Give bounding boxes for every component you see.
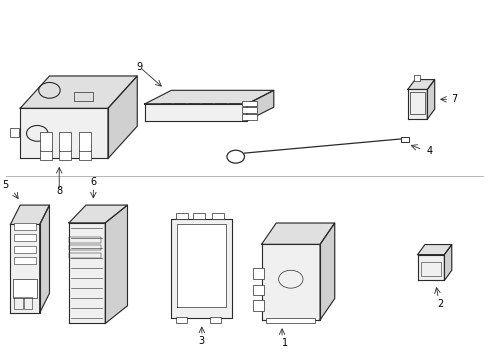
Polygon shape — [69, 223, 105, 323]
Polygon shape — [407, 89, 427, 119]
Bar — [10, 128, 19, 137]
Bar — [14, 257, 36, 264]
Polygon shape — [108, 76, 137, 158]
Polygon shape — [69, 205, 127, 223]
Bar — [23, 297, 32, 309]
Bar — [14, 297, 23, 309]
Bar — [252, 268, 263, 279]
Text: 4: 4 — [426, 146, 432, 156]
Bar — [79, 149, 91, 160]
Bar — [40, 132, 52, 151]
Bar — [69, 245, 101, 251]
Polygon shape — [407, 80, 434, 89]
Bar — [14, 246, 36, 253]
Bar — [413, 75, 419, 81]
Polygon shape — [105, 205, 127, 323]
Text: 3: 3 — [198, 336, 204, 346]
Polygon shape — [40, 205, 49, 313]
Bar — [242, 107, 256, 113]
Bar — [210, 317, 221, 323]
Bar — [176, 213, 188, 220]
Bar — [13, 279, 37, 298]
Polygon shape — [10, 225, 40, 313]
Polygon shape — [417, 255, 444, 280]
Bar — [252, 285, 263, 296]
Polygon shape — [20, 108, 108, 158]
Polygon shape — [417, 244, 451, 255]
Bar — [69, 253, 101, 258]
Polygon shape — [320, 223, 334, 320]
Text: 9: 9 — [136, 62, 142, 72]
Bar — [69, 237, 101, 243]
Polygon shape — [427, 80, 434, 119]
Bar — [14, 223, 36, 230]
Polygon shape — [144, 104, 246, 121]
Text: 1: 1 — [282, 338, 287, 348]
Bar — [211, 213, 224, 220]
Polygon shape — [171, 220, 232, 318]
Bar — [400, 137, 408, 142]
Bar — [40, 149, 52, 160]
Bar — [14, 234, 36, 241]
Bar — [242, 114, 256, 120]
Text: 6: 6 — [90, 177, 96, 187]
Bar — [409, 92, 424, 114]
Bar — [59, 149, 71, 160]
Bar — [252, 300, 263, 311]
Polygon shape — [20, 76, 137, 108]
Polygon shape — [261, 244, 320, 320]
Polygon shape — [177, 224, 226, 307]
Text: 5: 5 — [2, 180, 9, 190]
Bar — [242, 101, 256, 107]
Text: 2: 2 — [437, 299, 443, 309]
Bar — [176, 317, 186, 323]
Polygon shape — [261, 223, 334, 244]
Bar — [420, 262, 440, 276]
Polygon shape — [144, 90, 273, 104]
Bar — [79, 132, 91, 151]
Bar — [193, 213, 205, 220]
Text: 7: 7 — [450, 94, 456, 104]
Bar — [59, 132, 71, 151]
Bar — [266, 318, 315, 323]
Polygon shape — [10, 205, 49, 225]
Polygon shape — [246, 90, 273, 121]
Polygon shape — [444, 244, 451, 280]
Text: 8: 8 — [56, 186, 62, 196]
Bar — [74, 92, 93, 101]
